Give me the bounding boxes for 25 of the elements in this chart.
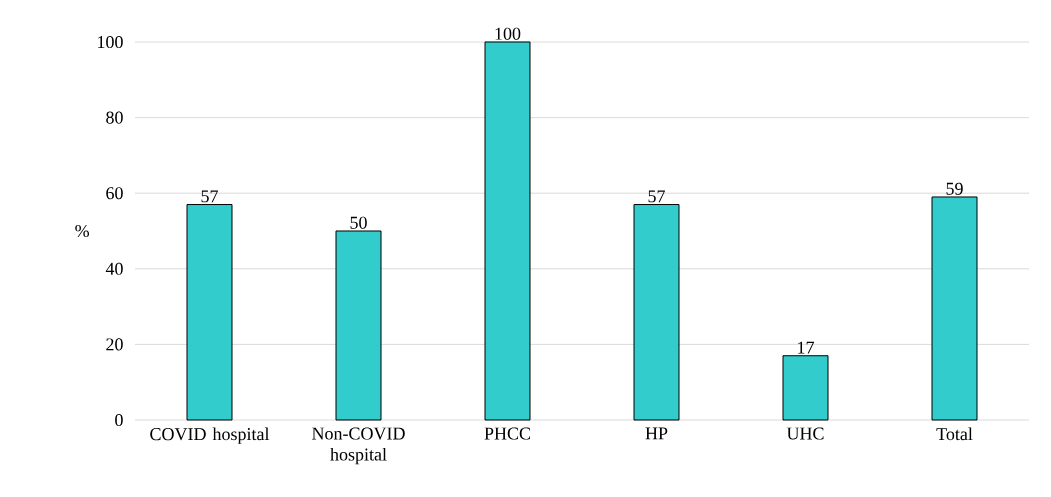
y-tick-label: 20 [106,338,123,351]
x-tick-label: Total [936,427,973,441]
data-label: 57 [648,190,665,203]
y-tick-label: 60 [106,187,123,200]
data-label: 17 [798,341,814,354]
bar [782,355,829,421]
y-tick-label: 0 [115,413,123,427]
x-tick-label: PHCC [484,427,531,440]
data-label: 59 [946,182,963,195]
x-tick-label: HP [645,427,668,440]
bar [633,204,680,421]
data-label: 50 [350,216,367,229]
bar [931,196,978,421]
data-label: 57 [201,190,218,203]
bar [186,204,233,421]
x-tick-label: UHC [786,427,824,440]
x-tick-label: Non-COVID hospital [312,427,405,465]
y-axis-title: % [75,224,90,238]
y-tick-label: 100 [98,35,123,49]
y-tick-label: 80 [106,111,123,124]
x-tick-label: COVID hospital [150,427,270,444]
bar [484,41,531,421]
data-label: 100 [495,27,521,40]
bar [335,230,382,421]
y-tick-label: 40 [105,262,123,275]
